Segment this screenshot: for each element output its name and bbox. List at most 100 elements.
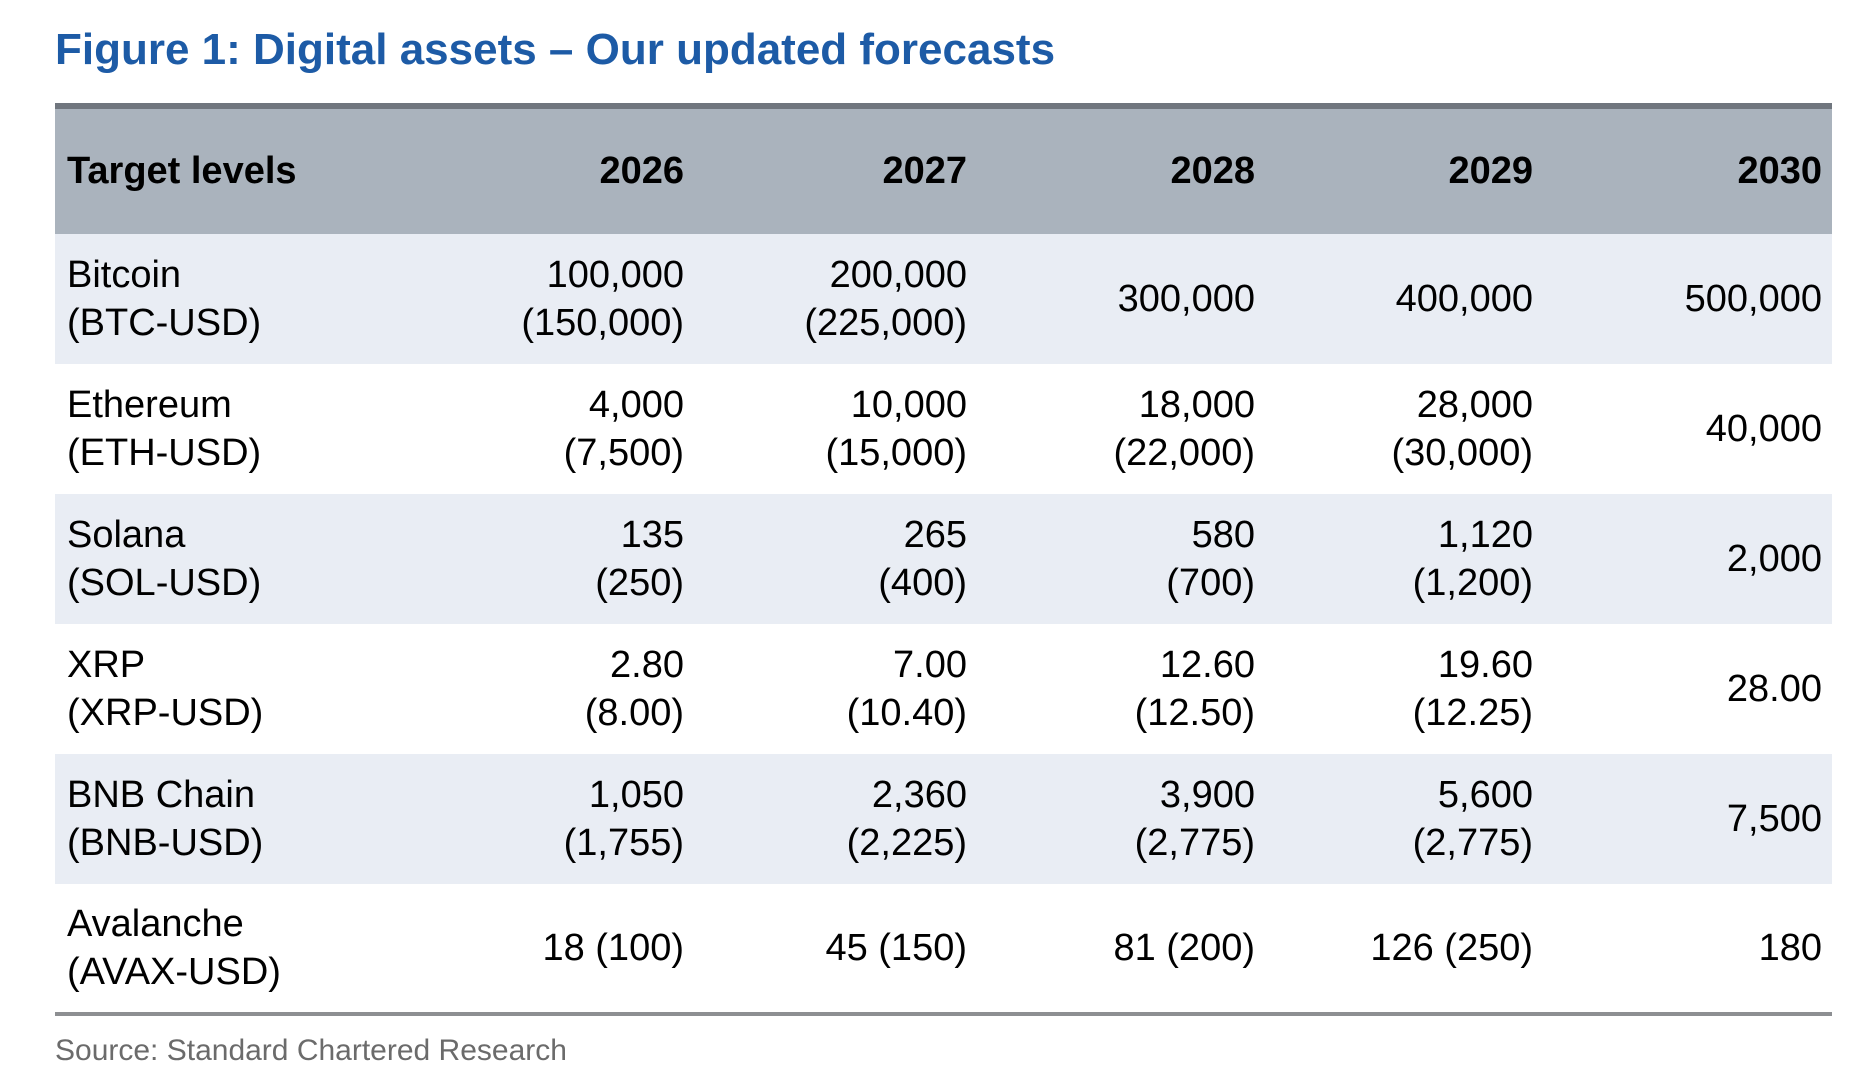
- forecast-value: 5,600: [1437, 774, 1533, 816]
- prior-forecast: (1,200): [1412, 562, 1533, 604]
- table-row-bitcoin: Bitcoin (BTC-USD) 100,000 (150,000) 200,…: [55, 234, 1832, 364]
- forecast-cell: 4,000 (7,500): [400, 364, 694, 494]
- prior-forecast: (30,000): [1391, 432, 1533, 474]
- asset-name: BNB Chain: [67, 774, 255, 816]
- prior-forecast: (12.25): [1412, 692, 1533, 734]
- column-header-2030: 2030: [1737, 150, 1822, 192]
- forecast-value: 180: [1758, 927, 1822, 969]
- prior-forecast: (2,225): [846, 822, 967, 864]
- forecast-value: 126 (250): [1370, 927, 1533, 969]
- forecast-cell: 45 (150): [694, 884, 977, 1014]
- forecast-value: 7,500: [1726, 798, 1822, 840]
- forecast-value: 3,900: [1159, 774, 1255, 816]
- table-row-avalanche: Avalanche (AVAX-USD) 18 (100) 45 (150) 8…: [55, 884, 1832, 1014]
- figure-title: Figure 1: Digital assets – Our updated f…: [55, 25, 1056, 74]
- forecast-cell: 5,600 (2,775): [1265, 754, 1543, 884]
- forecast-value: 10,000: [850, 384, 967, 426]
- forecast-cell: 200,000 (225,000): [694, 234, 977, 364]
- forecast-value: 580: [1191, 514, 1255, 556]
- forecast-value: 19.60: [1437, 644, 1533, 686]
- asset-cell: Solana (SOL-USD): [55, 494, 400, 624]
- header-row: Target levels 2026 2027 2028 2029 2030: [55, 106, 1832, 234]
- forecast-table: Target levels 2026 2027 2028 2029 2030 B…: [55, 103, 1832, 1016]
- column-header-2027: 2027: [882, 150, 967, 192]
- forecast-value: 2,000: [1726, 538, 1822, 580]
- forecast-cell: 28.00: [1543, 624, 1832, 754]
- forecast-cell: 2.80 (8.00): [400, 624, 694, 754]
- forecast-value: 1,050: [588, 774, 684, 816]
- forecast-value: 2,360: [871, 774, 967, 816]
- forecast-value: 7.00: [893, 644, 967, 686]
- asset-name: Bitcoin: [67, 254, 182, 296]
- forecast-value: 81 (200): [1113, 927, 1255, 969]
- prior-forecast: (400): [878, 562, 967, 604]
- prior-forecast: (22,000): [1113, 432, 1255, 474]
- forecast-cell: 10,000 (15,000): [694, 364, 977, 494]
- asset-name: XRP: [67, 644, 146, 686]
- forecast-cell: 100,000 (150,000): [400, 234, 694, 364]
- forecast-value: 40,000: [1705, 408, 1822, 450]
- table-row-ethereum: Ethereum (ETH-USD) 4,000 (7,500) 10,000 …: [55, 364, 1832, 494]
- prior-forecast: (225,000): [804, 302, 967, 344]
- asset-name: Ethereum: [67, 384, 232, 426]
- forecast-value: 4,000: [588, 384, 684, 426]
- forecast-value: 200,000: [829, 254, 967, 296]
- asset-ticker: (XRP-USD): [67, 692, 264, 734]
- asset-cell: BNB Chain (BNB-USD): [55, 754, 400, 884]
- table-row-bnb-chain: BNB Chain (BNB-USD) 1,050 (1,755) 2,360 …: [55, 754, 1832, 884]
- forecast-cell: 18,000 (22,000): [977, 364, 1265, 494]
- forecast-cell: 180: [1543, 884, 1832, 1014]
- forecast-cell: 19.60 (12.25): [1265, 624, 1543, 754]
- forecast-cell: 12.60 (12.50): [977, 624, 1265, 754]
- forecast-cell: 135 (250): [400, 494, 694, 624]
- asset-ticker: (ETH-USD): [67, 432, 262, 474]
- forecast-value: 45 (150): [825, 927, 967, 969]
- asset-name: Avalanche: [67, 903, 244, 945]
- prior-forecast: (1,755): [563, 822, 684, 864]
- asset-ticker: (BTC-USD): [67, 302, 262, 344]
- forecast-cell: 580 (700): [977, 494, 1265, 624]
- asset-cell: Ethereum (ETH-USD): [55, 364, 400, 494]
- forecast-cell: 1,120 (1,200): [1265, 494, 1543, 624]
- prior-forecast: (15,000): [825, 432, 967, 474]
- forecast-cell: 28,000 (30,000): [1265, 364, 1543, 494]
- prior-forecast: (8.00): [584, 692, 684, 734]
- forecast-value: 28,000: [1416, 384, 1533, 426]
- forecast-cell: 7,500: [1543, 754, 1832, 884]
- column-header-2029: 2029: [1448, 150, 1533, 192]
- forecast-cell: 300,000: [977, 234, 1265, 364]
- forecast-cell: 18 (100): [400, 884, 694, 1014]
- source-note: Source: Standard Chartered Research: [55, 1034, 567, 1067]
- forecast-value: 135: [620, 514, 684, 556]
- prior-forecast: (2,775): [1134, 822, 1255, 864]
- asset-ticker: (BNB-USD): [67, 822, 264, 864]
- forecast-cell: 265 (400): [694, 494, 977, 624]
- forecast-cell: 81 (200): [977, 884, 1265, 1014]
- column-header-2026: 2026: [599, 150, 684, 192]
- forecast-cell: 400,000: [1265, 234, 1543, 364]
- forecast-cell: 500,000: [1543, 234, 1832, 364]
- forecast-value: 100,000: [546, 254, 684, 296]
- forecast-value: 12.60: [1159, 644, 1255, 686]
- prior-forecast: (700): [1166, 562, 1255, 604]
- asset-cell: Avalanche (AVAX-USD): [55, 884, 400, 1014]
- forecast-value: 300,000: [1117, 278, 1255, 320]
- table-row-solana: Solana (SOL-USD) 135 (250) 265 (400) 580…: [55, 494, 1832, 624]
- column-header-target-levels: Target levels: [67, 150, 297, 192]
- forecast-value: 18,000: [1138, 384, 1255, 426]
- forecast-cell: 7.00 (10.40): [694, 624, 977, 754]
- asset-cell: Bitcoin (BTC-USD): [55, 234, 400, 364]
- table-row-xrp: XRP (XRP-USD) 2.80 (8.00) 7.00 (10.40) 1…: [55, 624, 1832, 754]
- forecast-value: 265: [903, 514, 967, 556]
- prior-forecast: (10.40): [846, 692, 967, 734]
- forecast-value: 500,000: [1684, 278, 1822, 320]
- prior-forecast: (150,000): [521, 302, 684, 344]
- prior-forecast: (12.50): [1134, 692, 1255, 734]
- forecast-value: 18 (100): [542, 927, 684, 969]
- forecast-cell: 3,900 (2,775): [977, 754, 1265, 884]
- column-header-2028: 2028: [1170, 150, 1255, 192]
- prior-forecast: (2,775): [1412, 822, 1533, 864]
- asset-ticker: (AVAX-USD): [67, 951, 281, 993]
- asset-ticker: (SOL-USD): [67, 562, 262, 604]
